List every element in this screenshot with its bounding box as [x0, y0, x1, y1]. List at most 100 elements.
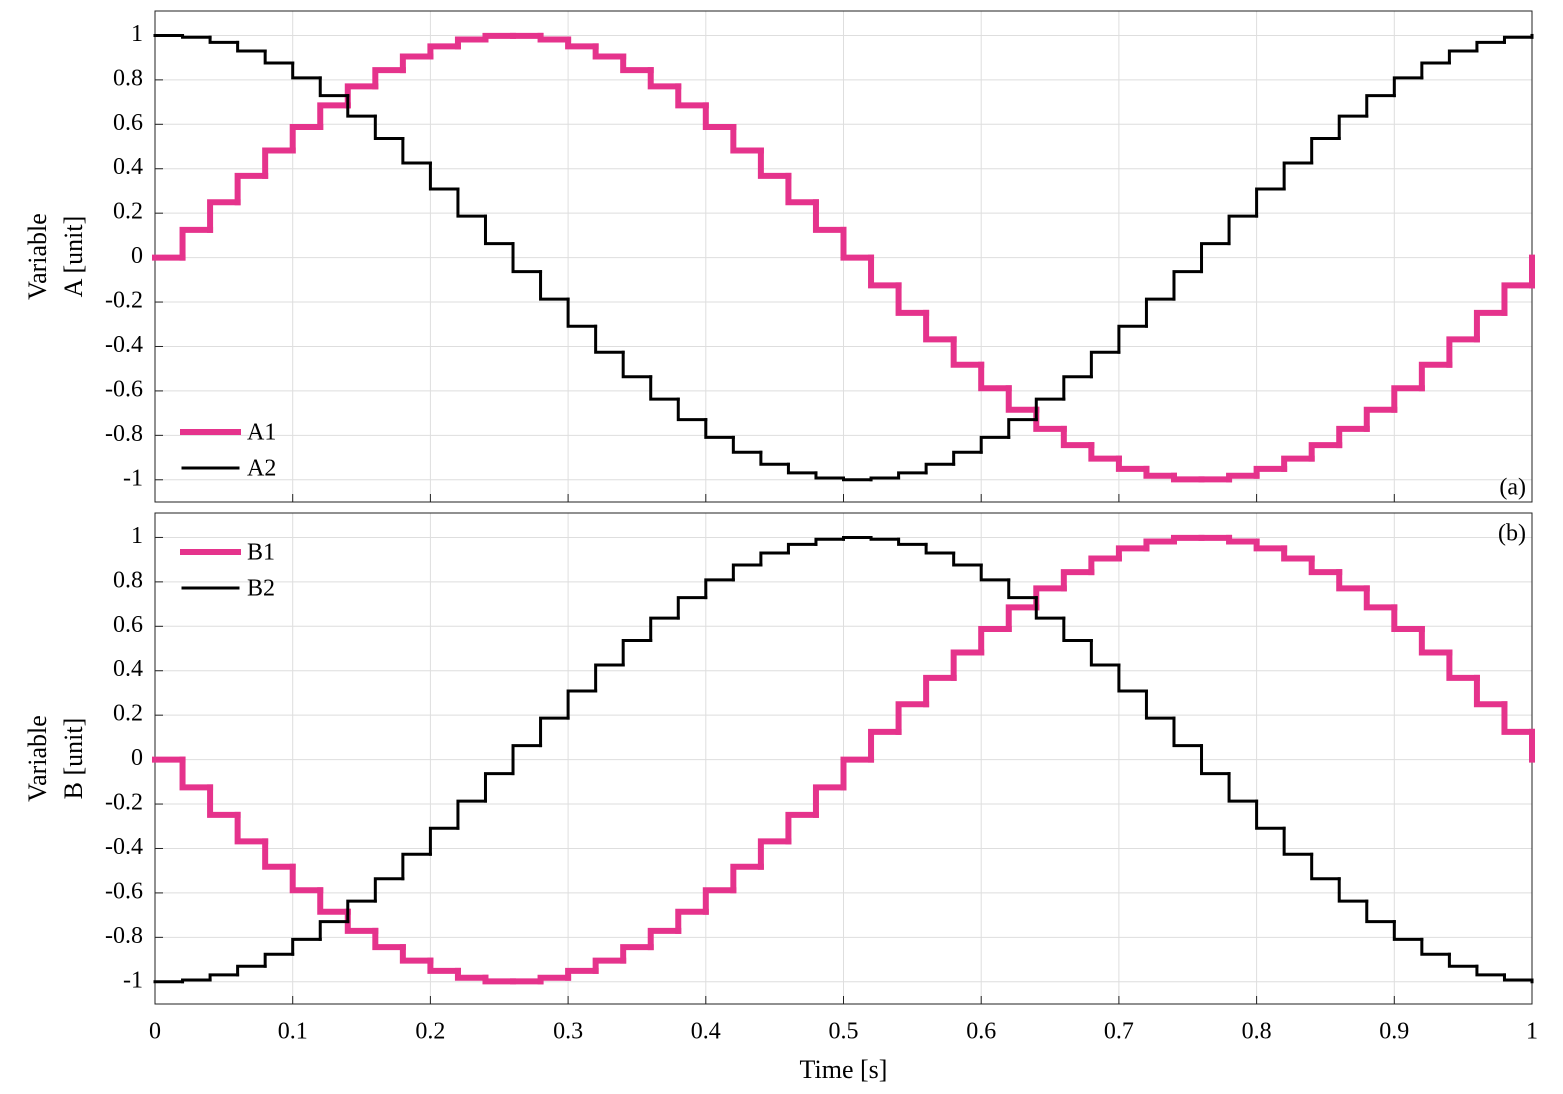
- line-step: [291, 937, 322, 956]
- line-step: [1088, 442, 1122, 462]
- line-step: [1060, 569, 1095, 592]
- line-step: [704, 418, 735, 439]
- line-step: [704, 578, 735, 600]
- line-step: [346, 94, 377, 118]
- line-step: [895, 282, 930, 316]
- panel-annotation: (b): [1498, 521, 1526, 547]
- line-step: [759, 551, 790, 567]
- x-tick-label: 0.9: [1379, 1019, 1409, 1045]
- line-step: [1336, 569, 1370, 592]
- y-tick-label: -0.2: [105, 288, 143, 314]
- line-step: [1005, 385, 1040, 413]
- line-step: [1088, 555, 1122, 576]
- line-step: [1363, 585, 1398, 611]
- line-step: [840, 756, 875, 791]
- line-step: [1227, 214, 1259, 246]
- line-step: [428, 826, 460, 856]
- y-tick-label: -0.2: [105, 790, 143, 816]
- line-step: [179, 756, 214, 791]
- line-step: [869, 476, 901, 482]
- line-step: [399, 53, 434, 74]
- line-step: [566, 689, 598, 720]
- y-tick-label: 0: [131, 243, 143, 269]
- legend-label: B1: [247, 540, 275, 566]
- line-step: [1144, 297, 1176, 328]
- line-step: [1418, 361, 1453, 392]
- line-step: [1172, 716, 1204, 748]
- x-axis-label: Time [s]: [800, 1055, 888, 1084]
- line-step: [1392, 76, 1424, 98]
- line-step: [676, 397, 708, 422]
- line-step: [1473, 309, 1508, 343]
- line-step: [786, 462, 818, 475]
- line-step: [620, 944, 654, 964]
- line-step: [427, 957, 461, 974]
- line-step: [1033, 585, 1067, 611]
- line-step: [621, 350, 653, 379]
- x-tick-label: 0.8: [1242, 1019, 1272, 1045]
- x-tick-label: 0.1: [278, 1019, 308, 1045]
- legend-label: B2: [247, 576, 275, 602]
- line-step: [1144, 689, 1176, 720]
- line-step: [291, 61, 322, 80]
- line-step: [1062, 616, 1093, 643]
- y-tick-label: 0.8: [113, 567, 143, 593]
- line-step: [263, 952, 295, 968]
- x-tick-label: 1: [1526, 1019, 1538, 1045]
- line-step: [318, 920, 350, 941]
- line-step: [1446, 649, 1480, 681]
- line-step: [979, 563, 1011, 582]
- line-step: [1418, 625, 1453, 656]
- y-tick-label: 1: [131, 523, 143, 549]
- x-tick-label: 0.5: [829, 1019, 859, 1045]
- line-step: [702, 887, 737, 915]
- line-step: [814, 471, 845, 480]
- line-step: [842, 476, 873, 482]
- line-step: [1447, 952, 1479, 968]
- panel-annotation: (a): [1499, 475, 1526, 501]
- line-step: [952, 551, 983, 567]
- line-step: [1062, 375, 1093, 401]
- line-step: [483, 772, 515, 803]
- line-step: [1473, 674, 1508, 708]
- y-tick-label: -0.8: [105, 923, 143, 949]
- line-step: [454, 36, 489, 50]
- line-step: [814, 537, 845, 546]
- y-tick-label: 0.4: [113, 656, 143, 682]
- line-step: [1420, 937, 1451, 956]
- y-tick-label: 0.6: [113, 612, 143, 638]
- line-step: [1281, 455, 1315, 472]
- line-step: [1502, 35, 1534, 44]
- line-step: [1446, 336, 1480, 368]
- line-step: [730, 123, 764, 154]
- line-step: [1005, 604, 1040, 632]
- line-step: [234, 172, 269, 206]
- line-step: [647, 927, 682, 951]
- line-step: [539, 270, 570, 301]
- y-axis-label: Variable: [23, 213, 52, 300]
- line-step: [868, 254, 902, 289]
- line-step: [1391, 604, 1425, 632]
- line-step: [539, 716, 570, 748]
- line-step: [1089, 639, 1121, 667]
- line-step: [1253, 538, 1288, 552]
- line-step: [511, 744, 543, 776]
- line-step: [344, 83, 379, 109]
- line-step: [236, 40, 267, 53]
- line-step: [1255, 187, 1286, 218]
- line-step: [1007, 578, 1038, 600]
- line-step: [1310, 852, 1341, 881]
- line-step: [1253, 465, 1288, 479]
- line-step: [675, 908, 709, 934]
- line-step: [1475, 964, 1506, 977]
- y-tick-label: 0.4: [113, 154, 143, 180]
- line-step: [592, 43, 627, 60]
- line-step: [757, 838, 792, 870]
- line-step: [262, 838, 296, 870]
- line-step: [482, 974, 517, 985]
- line-step: [786, 542, 818, 555]
- line-step: [262, 147, 296, 179]
- line-step: [785, 811, 819, 845]
- line-step: [1115, 455, 1150, 472]
- y-axis-label: B [unit]: [59, 718, 88, 800]
